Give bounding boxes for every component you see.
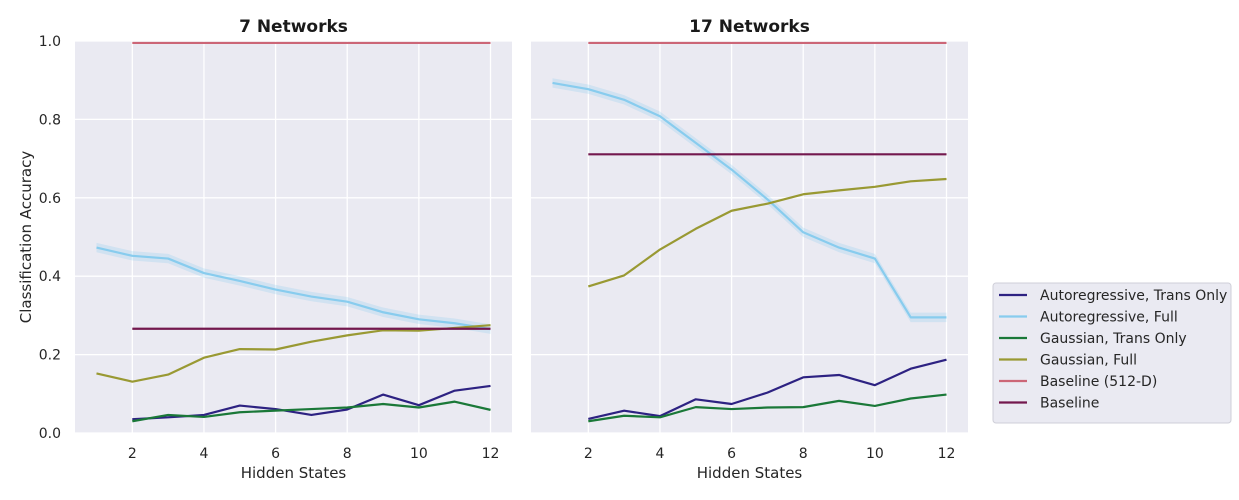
x-tick-label: 10 xyxy=(410,446,428,462)
x-tick-label: 4 xyxy=(655,446,664,462)
series-line xyxy=(552,81,947,319)
legend: Autoregressive, Trans Only Autoregressive… xyxy=(992,282,1232,424)
legend-box xyxy=(992,282,1232,424)
legend-label: Autoregressive, Trans Only xyxy=(1040,288,1227,304)
chart-panel-17-networks: 2 4 6 8 10 12 17 Networks Hidden States xyxy=(531,17,968,482)
y-tick-label: 0.8 xyxy=(39,112,61,128)
x-tick-label: 12 xyxy=(938,446,956,462)
legend-entry-gaussian-trans-only: Gaussian, Trans Only xyxy=(999,331,1187,347)
chart-title: 17 Networks xyxy=(689,17,810,37)
legend-entry-baseline: Baseline xyxy=(999,396,1099,412)
legend-label: Gaussian, Full xyxy=(1040,353,1137,369)
series-gaussian-full xyxy=(96,324,491,383)
legend-label: Autoregressive, Full xyxy=(1040,310,1178,326)
x-tick-label: 10 xyxy=(866,446,884,462)
plot-area xyxy=(75,41,512,433)
series-line xyxy=(96,246,491,331)
y-axis-label: Classification Accuracy xyxy=(17,151,35,324)
legend-entry-autoregressive-full: Autoregressive, Full xyxy=(999,310,1178,326)
x-tick-label: 12 xyxy=(482,446,500,462)
y-tick-label: 0.0 xyxy=(39,426,61,442)
series-gaussian-trans-only xyxy=(588,393,947,423)
series-gaussian-full xyxy=(587,177,947,288)
x-tick-label: 2 xyxy=(584,446,593,462)
series-autoregressive-trans-only xyxy=(588,358,947,420)
legend-entry-baseline-512-d: Baseline (512-D) xyxy=(999,374,1157,390)
x-tick-label: 8 xyxy=(799,446,808,462)
y-tick-label: 0.2 xyxy=(39,348,61,364)
y-tick-label: 0.4 xyxy=(39,269,61,285)
series-line xyxy=(96,324,491,383)
series-autoregressive-full xyxy=(96,242,491,334)
x-tick-label: 4 xyxy=(199,446,208,462)
legend-entry-gaussian-full: Gaussian, Full xyxy=(999,353,1137,369)
series-gaussian-trans-only xyxy=(132,400,491,423)
plot-area xyxy=(531,41,968,433)
x-axis-label: Hidden States xyxy=(697,464,803,482)
x-axis-label: Hidden States xyxy=(241,464,347,482)
x-tick-label: 2 xyxy=(128,446,137,462)
x-tick-label: 6 xyxy=(271,446,280,462)
chart-title: 7 Networks xyxy=(239,17,348,37)
confidence-band xyxy=(96,242,491,334)
x-tick-label: 6 xyxy=(727,446,736,462)
legend-label: Gaussian, Trans Only xyxy=(1040,331,1187,347)
series-autoregressive-full xyxy=(552,78,947,323)
legend-label: Baseline xyxy=(1040,396,1099,412)
chart-panel-7-networks: 2 4 6 8 10 12 0.0 0.2 0.4 0.6 0.8 1.0 7 Networks Hidd… xyxy=(39,17,512,482)
legend-label: Baseline (512-D) xyxy=(1040,374,1157,390)
x-tick-label: 8 xyxy=(343,446,352,462)
y-tick-label: 0.6 xyxy=(39,191,61,207)
legend-entry-autoregressive-trans-only: Autoregressive, Trans Only xyxy=(999,288,1227,304)
y-tick-label: 1.0 xyxy=(39,34,61,50)
